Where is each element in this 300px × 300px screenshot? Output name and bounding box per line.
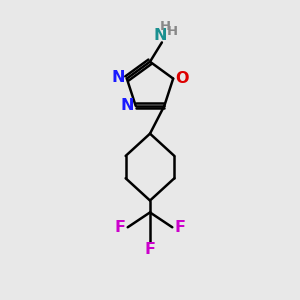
Text: H: H xyxy=(167,25,178,38)
Text: N: N xyxy=(121,98,134,113)
Text: N: N xyxy=(112,70,125,86)
Text: F: F xyxy=(115,220,126,235)
Text: F: F xyxy=(145,242,155,257)
Text: O: O xyxy=(175,71,188,86)
Text: H: H xyxy=(159,20,170,33)
Text: N: N xyxy=(154,28,167,44)
Text: F: F xyxy=(174,220,185,235)
